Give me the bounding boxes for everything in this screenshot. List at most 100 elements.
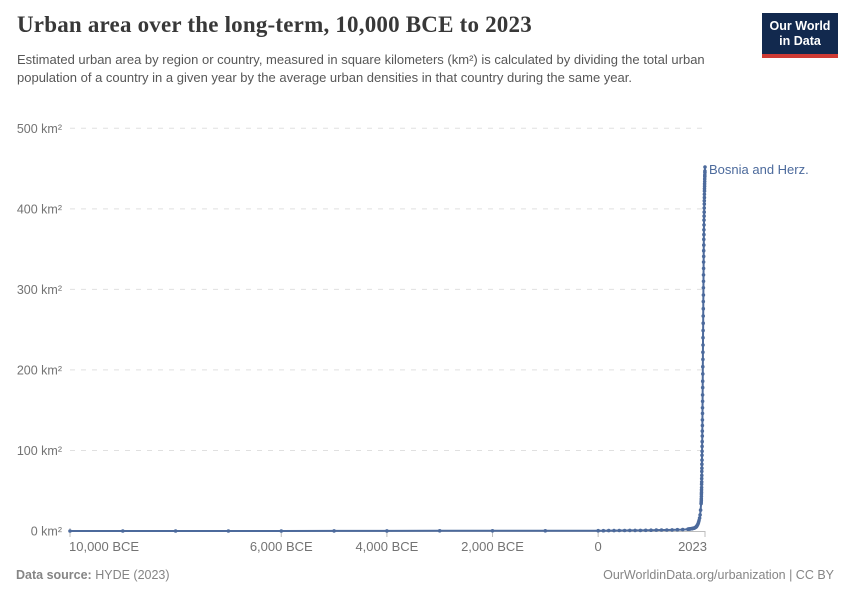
data-point-marker[interactable] [659,528,664,532]
data-point-marker[interactable] [701,350,705,355]
data-point-marker[interactable] [665,528,669,532]
data-point-marker[interactable] [700,444,704,449]
data-point-marker[interactable] [700,393,705,397]
data-point-marker[interactable] [680,527,685,532]
data-point-marker[interactable] [703,165,707,169]
data-point-marker[interactable] [702,218,706,222]
data-point-marker[interactable] [701,328,705,333]
data-point-marker[interactable] [703,169,707,173]
data-point-marker[interactable] [701,343,705,347]
data-point-marker[interactable] [701,372,705,376]
data-point-marker[interactable] [701,248,706,253]
data-point-marker[interactable] [700,439,704,444]
data-point-marker[interactable] [700,406,705,410]
data-point-marker[interactable] [700,418,705,422]
data-point-marker[interactable] [628,528,632,533]
data-point-marker[interactable] [702,237,706,242]
data-point-marker[interactable] [543,529,548,533]
data-point-marker[interactable] [612,528,616,533]
data-point-marker[interactable] [700,469,704,474]
data-point-marker[interactable] [701,273,706,277]
data-point-marker[interactable] [700,449,704,454]
owid-logo[interactable]: Our World in Data [762,13,838,58]
data-point-marker[interactable] [700,379,705,384]
data-point-marker[interactable] [701,299,706,304]
data-point-marker[interactable] [701,335,705,340]
data-point-marker[interactable] [490,529,495,533]
data-point-marker[interactable] [701,364,705,369]
data-point-marker[interactable] [701,254,706,259]
data-point-marker[interactable] [701,314,705,318]
data-point-marker[interactable] [701,306,706,311]
data-point-marker[interactable] [173,529,178,533]
data-point-marker[interactable] [702,206,706,210]
data-point-marker[interactable] [606,528,611,533]
data-point-marker[interactable] [700,473,704,478]
data-point-marker[interactable] [700,429,705,433]
data-point-marker[interactable] [622,528,627,533]
data-point-marker[interactable] [638,528,643,533]
data-point-marker[interactable] [385,529,389,533]
data-point-marker[interactable] [702,179,707,184]
data-point-marker[interactable] [617,528,622,533]
chart-subtitle: Estimated urban area by region or countr… [17,52,705,86]
data-point-marker[interactable] [643,528,648,533]
data-point-marker[interactable] [700,453,704,458]
data-point-marker[interactable] [701,260,706,264]
data-point-marker[interactable] [226,529,231,533]
data-point-marker[interactable] [437,529,442,533]
data-point-marker[interactable] [701,321,705,326]
data-point-marker[interactable] [701,279,706,284]
data-point-marker[interactable] [702,232,706,237]
data-point-marker[interactable] [702,214,706,218]
x-tick-label: 4,000 BCE [355,539,418,554]
x-tick-label: 6,000 BCE [250,539,313,554]
line-series[interactable] [69,166,706,532]
owid-logo-line1: Our World [769,19,831,33]
data-point-marker[interactable] [702,192,707,197]
data-point-marker[interactable] [702,228,706,232]
data-point-marker[interactable] [68,529,72,533]
data-point-marker[interactable] [698,508,703,512]
y-tick-label: 100 km² [17,444,62,458]
data-point-marker[interactable] [633,528,637,533]
data-point-marker[interactable] [701,357,705,362]
data-point-marker[interactable] [698,513,702,517]
data-point-marker[interactable] [332,529,336,533]
data-point-marker[interactable] [700,411,705,416]
data-point-marker[interactable] [700,399,705,404]
data-point-marker[interactable] [700,458,704,462]
data-point-marker[interactable] [701,286,706,290]
x-tick-label: 2,000 BCE [461,539,524,554]
data-point-marker[interactable] [702,199,707,203]
data-point-marker[interactable] [596,528,600,533]
data-point-marker[interactable] [279,529,284,533]
x-tick-label: 2023 [678,539,707,554]
data-point-marker[interactable] [702,243,706,247]
data-point-marker[interactable] [702,195,707,200]
data-point-marker[interactable] [700,466,704,471]
data-point-marker[interactable] [700,385,705,390]
data-point-marker[interactable] [121,529,125,533]
data-point-marker[interactable] [700,434,705,438]
data-point-marker[interactable] [699,485,704,490]
data-point-marker[interactable] [702,223,706,227]
data-point-marker[interactable] [699,480,704,484]
data-point-marker[interactable] [700,462,704,467]
data-point-marker[interactable] [702,202,707,206]
series-end-label[interactable]: Bosnia and Herz. [709,162,809,177]
data-point-marker[interactable] [702,210,706,214]
data-point-marker[interactable] [654,528,659,532]
data-point-marker[interactable] [675,527,680,532]
data-point-marker[interactable] [670,528,674,532]
owid-url-license[interactable]: OurWorldinData.org/urbanization | CC BY [603,568,834,582]
data-point-marker[interactable] [601,528,606,533]
data-point-marker[interactable] [697,516,702,520]
data-point-marker[interactable] [700,423,705,428]
data-point-marker[interactable] [649,528,653,532]
data-point-marker[interactable] [701,266,706,271]
data-source-label: Data source: [16,568,92,582]
data-point-marker[interactable] [701,293,706,297]
data-point-marker[interactable] [699,476,704,481]
